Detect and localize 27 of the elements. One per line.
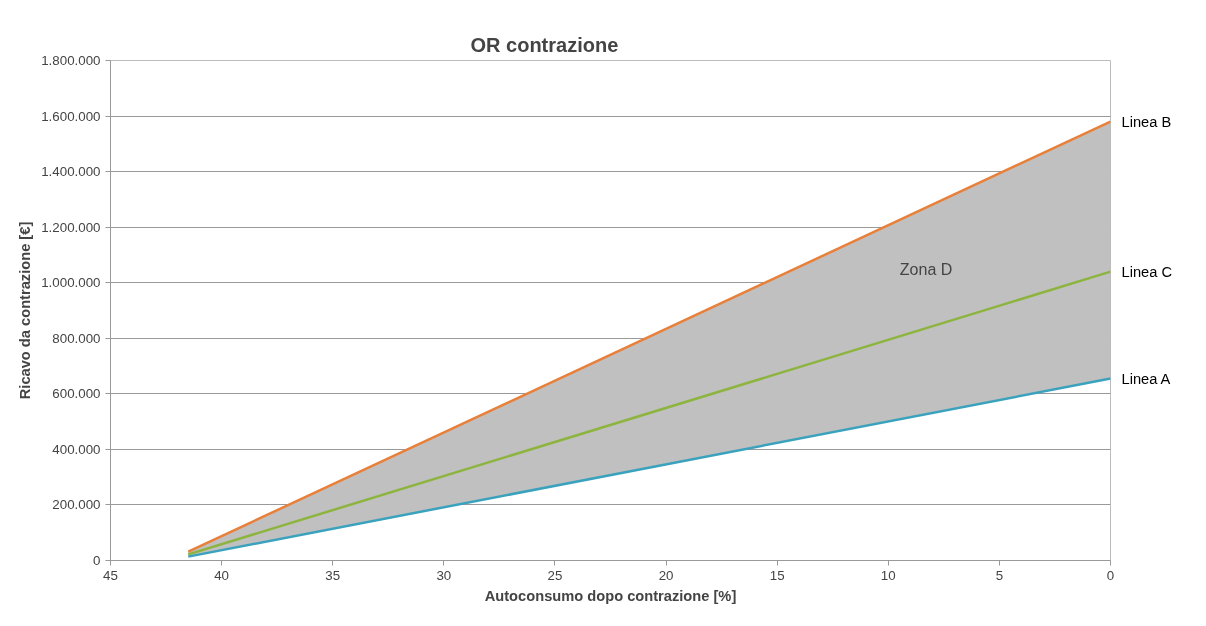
x-tick-label: 35 <box>325 567 341 583</box>
x-tick-label: 15 <box>769 567 785 583</box>
series-label: Linea C <box>1121 263 1173 280</box>
y-tick-label: 1.000.000 <box>41 275 101 291</box>
y-tick-label: 1.600.000 <box>41 108 101 124</box>
x-tick-label: 20 <box>658 567 674 583</box>
x-tick-label: 40 <box>214 567 230 583</box>
x-tick-label: 45 <box>103 567 118 583</box>
y-tick-label: 600.000 <box>52 386 101 402</box>
y-tick-label: 200.000 <box>52 497 101 513</box>
y-axis-title: Ricavo da contrazione [€] <box>17 221 34 400</box>
chart-title: OR contrazione <box>470 33 619 56</box>
y-tick-label: 800.000 <box>52 330 101 346</box>
x-tick-label: 25 <box>547 567 563 583</box>
x-tick-label: 5 <box>995 567 1004 583</box>
y-tick-label: 0 <box>93 553 101 568</box>
series-label: Linea A <box>1121 370 1171 387</box>
series-label: Linea B <box>1121 113 1172 130</box>
annotation: Zona D <box>899 261 953 279</box>
x-axis-title: Autoconsumo dopo contrazione [%] <box>484 587 737 604</box>
x-tick-label: 0 <box>1106 567 1115 583</box>
y-tick-label: 1.400.000 <box>41 164 101 180</box>
y-tick-label: 1.800.000 <box>41 53 101 68</box>
x-tick-label: 30 <box>436 567 452 583</box>
x-tick-label: 10 <box>880 567 896 583</box>
y-tick-label: 1.200.000 <box>41 219 101 235</box>
y-tick-label: 400.000 <box>52 441 101 457</box>
